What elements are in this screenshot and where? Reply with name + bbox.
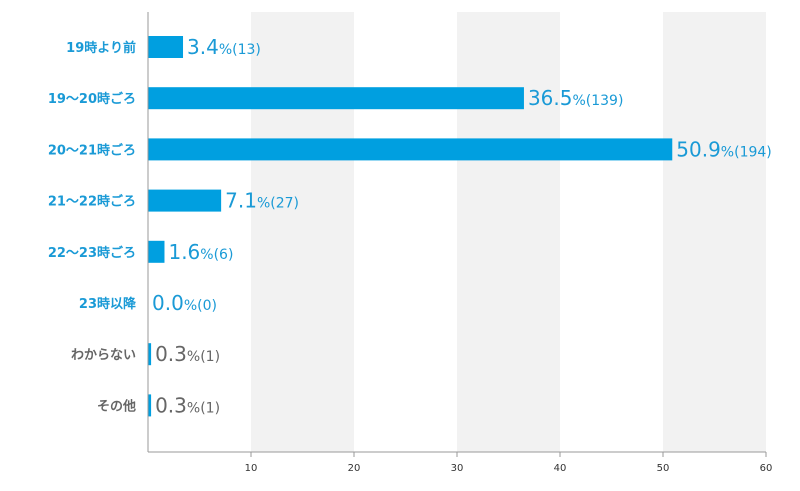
value-count: (194) (734, 144, 772, 160)
x-tick-label: 50 (657, 463, 670, 474)
value-count: (13) (232, 42, 261, 58)
category-label: 22〜23時ごろ (48, 245, 136, 261)
value-number: 50.9 (676, 137, 721, 161)
bar (148, 394, 152, 417)
value-label: 0.0%(0) (152, 291, 217, 315)
category-label: 23時以降 (79, 296, 137, 312)
value-count: (0) (197, 298, 217, 314)
bar (148, 189, 222, 212)
grid-band (457, 12, 560, 452)
value-percent: % (219, 42, 232, 58)
value-percent: % (721, 144, 734, 160)
background-bands (251, 12, 766, 452)
bar (148, 87, 524, 110)
value-number: 1.6 (168, 240, 200, 264)
value-number: 0.3 (155, 393, 187, 417)
value-number: 3.4 (187, 35, 219, 59)
value-count: (1) (200, 349, 220, 365)
grid-band (663, 12, 766, 452)
x-tick-label: 40 (554, 463, 567, 474)
category-label: 21〜22時ごろ (48, 194, 136, 210)
value-count: (1) (200, 400, 220, 416)
category-label: わからない (71, 348, 136, 363)
x-tick-label: 60 (760, 463, 773, 474)
value-number: 7.1 (225, 189, 257, 213)
category-label: 19〜20時ごろ (48, 91, 136, 107)
value-label: 0.3%(1) (155, 342, 220, 366)
bars-group (148, 36, 673, 417)
value-label: 36.5%(139) (528, 86, 624, 110)
value-number: 0.3 (155, 342, 187, 366)
grid-band (251, 12, 354, 452)
value-label: 50.9%(194) (676, 137, 772, 161)
value-percent: % (200, 247, 213, 263)
axes-group: 10 20 30 40 50 60 (147, 12, 773, 474)
labels-group: 19時より前 3.4%(13)19〜20時ごろ 36.5%(139)20〜21時ごろ… (48, 35, 772, 417)
value-percent: % (187, 349, 200, 365)
value-percent: % (187, 400, 200, 416)
bar (148, 240, 165, 263)
value-number: 36.5 (528, 86, 573, 110)
value-count: (139) (586, 93, 624, 109)
x-tick-label: 20 (348, 463, 361, 474)
value-percent: % (257, 196, 270, 212)
category-label: 20〜21時ごろ (48, 142, 136, 158)
x-tick-label: 30 (451, 463, 464, 474)
value-count: (27) (270, 196, 299, 212)
bar (148, 343, 152, 366)
value-percent: % (572, 93, 585, 109)
value-label: 7.1%(27) (225, 189, 299, 213)
value-percent: % (184, 298, 197, 314)
x-tick-label: 10 (245, 463, 258, 474)
value-label: 0.3%(1) (155, 393, 220, 417)
bar (148, 36, 184, 58)
value-count: (6) (214, 247, 234, 263)
category-label: 19時より前 (66, 40, 136, 56)
bar (148, 138, 673, 161)
category-label: その他 (97, 398, 136, 414)
value-number: 0.0 (152, 291, 184, 315)
value-label: 1.6%(6) (168, 240, 233, 264)
value-label: 3.4%(13) (187, 35, 261, 59)
